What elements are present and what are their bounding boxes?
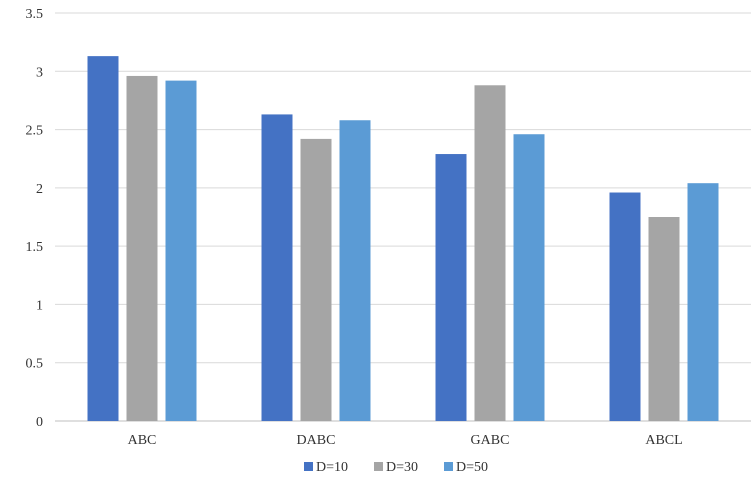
bar-abcl-series-1 [609, 192, 641, 421]
y-tick-label: 3.5 [26, 7, 44, 22]
bar-abc-series-1 [87, 56, 119, 421]
legend-label: D=10 [316, 460, 348, 475]
bar-abc-series-2 [126, 75, 158, 421]
legend-swatch [374, 462, 383, 471]
legend-swatch [304, 462, 313, 471]
y-tick-label: 2 [36, 182, 43, 197]
gridlines [55, 12, 751, 422]
y-tick-label: 3 [36, 65, 43, 80]
y-tick-label: 1 [36, 298, 43, 313]
x-tick-label: ABCL [645, 433, 682, 448]
y-tick-label: 2.5 [26, 124, 44, 139]
bar-gabc-series-1 [435, 154, 467, 421]
bar-dabc-series-3 [339, 120, 371, 421]
legend-label: D=30 [386, 460, 418, 475]
bars [87, 56, 719, 422]
bar-gabc-series-3 [513, 134, 545, 421]
y-tick-label: 0 [36, 415, 43, 430]
bar-dabc-series-2 [300, 138, 332, 421]
y-tick-label: 0.5 [26, 357, 44, 372]
x-tick-label: ABC [128, 433, 157, 448]
legend-label: D=50 [456, 460, 488, 475]
y-tick-label: 1.5 [26, 240, 44, 255]
x-tick-label: DABC [297, 433, 336, 448]
bar-gabc-series-2 [474, 85, 506, 421]
bar-abcl-series-3 [687, 183, 719, 421]
legend: D=10 D=30 D=50 [304, 460, 488, 475]
legend-swatch [444, 462, 453, 471]
bar-abc-series-3 [165, 80, 197, 422]
bar-abcl-series-2 [648, 217, 680, 421]
axes: 0 0.5 1 1.5 2 2.5 3 3.5 ABC DABC GABC ABCL [26, 7, 683, 448]
x-tick-label: GABC [471, 433, 510, 448]
bar-dabc-series-1 [261, 114, 293, 421]
